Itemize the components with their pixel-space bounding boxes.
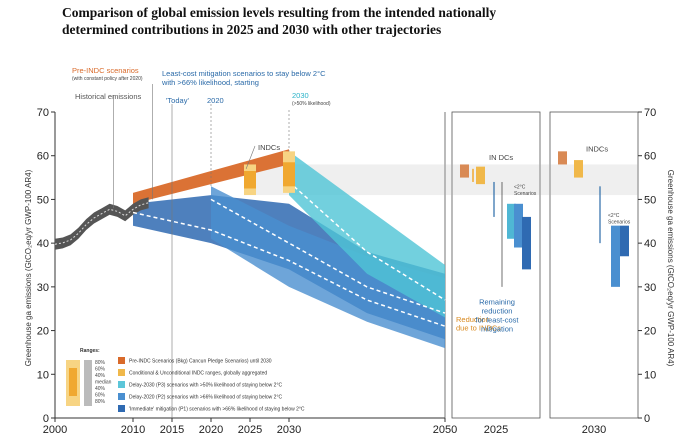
panel-2030-bar [620, 225, 629, 257]
pre-indc-sub-label: (with constant policy after 2020) [72, 76, 143, 82]
today-label: 'Today' [166, 96, 189, 105]
panel-2025-frame [451, 111, 541, 419]
panel-2030-label: 2030 [582, 424, 606, 436]
legend-swatch [118, 357, 125, 364]
pre-indc-label: Pre-INDC scenarios [72, 66, 139, 75]
panel-2025-below2c-label: <2°C [514, 185, 526, 191]
indc-inner-range [244, 171, 256, 189]
y-tick-label-right: 10 [644, 369, 656, 381]
x-tick-label: 2015 [160, 424, 184, 436]
legend-entry-label: 'Immediate' mitigation (P1) scenarios wi… [129, 407, 305, 413]
least-cost-label-2: with >66% likelihood, starting [161, 78, 259, 87]
x-tick-label: 2010 [121, 424, 145, 436]
y-tick-label-right: 70 [644, 107, 656, 119]
y-tick-label-right: 0 [644, 413, 650, 425]
year-2030-sub-label: (>50% likelihood) [292, 101, 331, 107]
legend-swatch [118, 393, 125, 400]
legend-swatch [118, 381, 125, 388]
x-tick-label: 2030 [277, 424, 301, 436]
remaining-label: mitigation [481, 324, 513, 333]
reduction-label-2: due to INDCs [456, 324, 501, 333]
y-tick-label-right: 20 [644, 326, 656, 338]
panel-2025-bar [476, 166, 485, 185]
panel-2030-indcs-label: INDCs [586, 144, 608, 153]
historical-label: Historical emissions [75, 92, 142, 101]
y-tick-label-left: 10 [37, 369, 49, 381]
y-tick-label-left: 50 [37, 194, 49, 206]
legend-entry-label: Pre-INDC Scenarios (Bkg) Cancun Pledge S… [129, 359, 272, 365]
x-tick-label: 2050 [433, 424, 457, 436]
legend-title: Ranges: [80, 348, 100, 354]
historical-band [55, 197, 149, 250]
panel-2030-below2c-label: <2°C [608, 213, 620, 219]
least-cost-label: Least-cost mitigation scenarios to stay … [162, 69, 326, 78]
x-tick-label: 2020 [199, 424, 223, 436]
legend-entry-label: Conditional & Unconditional INDC ranges,… [129, 371, 267, 377]
y-tick-label-right: 60 [644, 151, 656, 163]
panel-2025-bar [522, 216, 531, 270]
legend-entry-label: Delay-2020 (P2) scenarios with >66% like… [129, 395, 282, 401]
panel-2030-frame [549, 111, 639, 419]
panel-2030-bar [558, 151, 567, 165]
legend-range-label: 40% [95, 373, 106, 379]
title-line-1: Comparison of global emission levels res… [62, 5, 497, 20]
y-tick-label-right: 50 [644, 194, 656, 206]
y-tick-label-left: 20 [37, 326, 49, 338]
y-tick-label-left: 40 [37, 238, 49, 250]
historical-median-line [54, 202, 149, 245]
scenario-2020-band [211, 186, 445, 349]
year-2030-label: 2030 [292, 91, 309, 100]
scenario-median-line [132, 211, 446, 327]
scenario-median-line [210, 198, 446, 314]
y-tick-label-left: 70 [37, 107, 49, 119]
legend-range-inner [69, 368, 77, 396]
legend-range-label: 80% [95, 399, 106, 405]
chart-title: Comparison of global emission levels res… [62, 4, 672, 38]
panel-2025-scenarios-label: Scenarios [514, 191, 537, 197]
indcs-leader-line [245, 145, 256, 169]
indcs-label: INDCs [258, 143, 280, 152]
panel-2025-bar [460, 164, 469, 178]
legend-range-label: 80% [95, 360, 106, 366]
title-line-2: determined contributions in 2025 and 203… [62, 22, 442, 37]
panel-2025-bar [507, 203, 516, 239]
legend-range-label: 60% [95, 367, 106, 373]
y-tick-label-left: 60 [37, 151, 49, 163]
panel-2025-bar [514, 203, 523, 248]
y-tick-label-right: 40 [644, 238, 656, 250]
remaining-label: for least-cost [476, 315, 520, 324]
y-tick-label-right: 30 [644, 282, 656, 294]
legend-range-label: median [95, 380, 112, 386]
legend-swatch [118, 405, 125, 412]
year-2020-label: 2020 [207, 96, 224, 105]
legend-swatch [118, 369, 125, 376]
remaining-label: reduction [482, 306, 513, 315]
legend-range-label: 40% [95, 386, 106, 392]
remaining-label: Remaining [479, 297, 515, 306]
legend-range-grey [84, 360, 92, 406]
panel-2025-indcs-label: IN DCs [489, 153, 513, 162]
x-tick-label: 2025 [238, 424, 262, 436]
panel-2030-bar [574, 160, 583, 178]
panel-2030-scenarios-label: Scenarios [608, 219, 631, 225]
indc-inner-range [283, 162, 295, 187]
legend-range-label: 60% [95, 393, 106, 399]
panel-2030-bar [611, 225, 620, 287]
x-tick-label: 2000 [43, 424, 67, 436]
legend-entry-label: Delay-2030 (P3) scenarios with >50% like… [129, 383, 282, 389]
y-axis-label-right: Greenhouse ga emissions (GtCO₂eq/yr GWP-… [666, 170, 675, 367]
y-axis-label-left: Greenhouse ga emissions (GtCO₂eq/yr GWP-… [24, 169, 33, 366]
y-tick-label-left: 30 [37, 282, 49, 294]
panel-2025-label: 2025 [484, 424, 508, 436]
reduction-label: Reduction [456, 315, 490, 324]
y-tick-label-left: 0 [43, 413, 49, 425]
